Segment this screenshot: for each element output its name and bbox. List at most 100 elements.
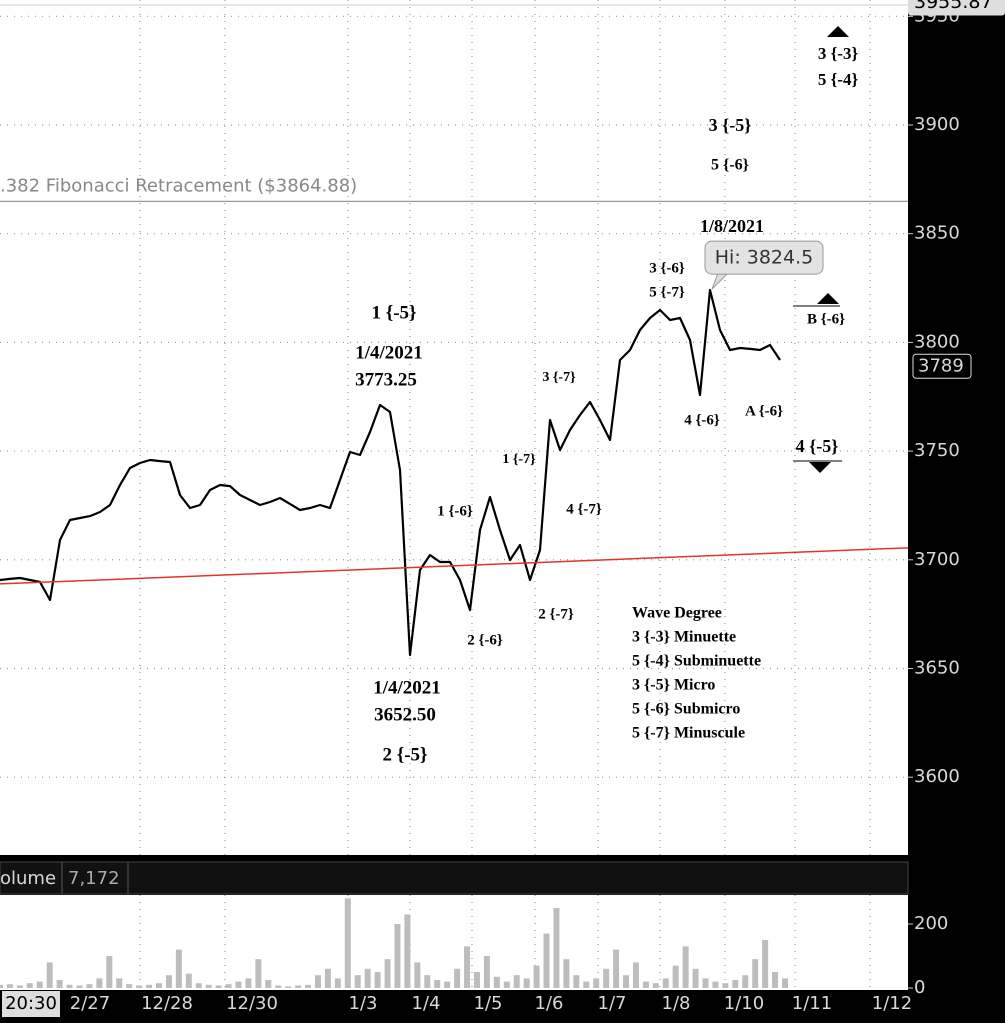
wave-label: 2 {-7} [538,606,574,622]
price-panel [0,0,908,855]
volume-bar [404,914,411,988]
x-tick-label: 1/11 [792,993,832,1014]
volume-bar [702,978,709,988]
wave-label: 3652.50 [374,704,436,725]
volume-bar [36,981,43,988]
wave-label: 3 {-3} [818,44,859,63]
volume-header [0,861,909,895]
high-callout [704,240,824,275]
volume-bar [483,956,490,988]
legend-title: Wave Degree [632,605,722,622]
volume-bar [563,959,570,988]
volume-bar [553,908,560,988]
x-tick-label: 1/10 [724,993,764,1014]
volume-bar [364,968,371,988]
volume-bar [205,984,212,988]
volume-bar [285,986,292,988]
x-tick-label: 12/30 [226,993,278,1014]
x-tick-label: 1/4 [412,993,441,1014]
volume-bar [662,978,669,988]
volume-bar [603,968,610,988]
volume-bar [66,984,73,988]
x-tick-label: 12/28 [141,993,193,1014]
x-tick-label: 1/8 [662,993,691,1014]
volume-bar [543,933,550,988]
y-tick-label: 3900 [914,114,960,135]
session-box [2,991,60,1017]
volume-bar [762,940,769,988]
volume-bar [215,985,222,988]
wave-label: 3 {-6} [649,260,685,276]
volume-bar [583,981,590,988]
volume-bar [354,975,361,988]
y-tick-label: 3750 [914,440,960,461]
wave-label: 4 {-7} [566,501,602,517]
volume-bar [175,949,182,988]
volume-title: olume [0,868,56,889]
trend-line [0,547,909,585]
volume-bar [146,984,153,988]
wave-label: 1/8/2021 [700,216,764,236]
volume-bar [0,984,3,988]
wave-label: 1 {-5} [371,302,416,323]
volume-bar [742,975,749,988]
volume-bar [185,973,192,988]
y-tick-label: 3850 [914,223,960,244]
volume-bar [613,949,620,988]
x-tick-label: 1/5 [474,993,503,1014]
legend-item: 5 {-6} Submicro [632,701,740,718]
volume-bar [782,978,788,988]
wave-label: B {-6} [807,311,845,327]
volume-bar [394,924,401,988]
wave-label: 5 {-4} [818,70,859,89]
volume-bar [454,968,461,988]
volume-bar [642,981,649,988]
wave-label: 1 {-7} [502,452,536,467]
volume-bar [46,962,53,988]
arrow-up [827,26,849,37]
wave-label: 5 {-6} [711,157,749,174]
volume-bar [473,972,480,988]
volume-bar [265,980,272,988]
volume-bar [732,980,739,988]
volume-bar [513,975,520,988]
volume-bar [165,975,172,988]
volume-bar [225,984,232,988]
grid [0,0,908,990]
volume-bar [533,965,540,988]
wave-label: 3 {-7} [542,370,576,385]
arrow-up [817,293,839,304]
volume-bar [434,980,441,988]
volume-bar [305,984,312,988]
volume-bar [692,968,699,988]
volume-bar [523,978,530,988]
wave-label: 4 {-5} [796,436,839,456]
volume-bar [652,983,659,988]
x-tick-label: 1/3 [349,993,378,1014]
volume-bar [26,983,33,988]
wave-label: 1/4/2021 [373,677,441,698]
volume-bar [324,968,331,988]
volume-bar [374,972,381,988]
volume-bar [414,962,421,988]
volume-bar [76,985,83,988]
volume-tick-label: 0 [914,977,925,998]
volume-value: 7,172 [68,868,120,889]
volume-bar [96,978,103,988]
last-price-label: 3789 [918,355,964,376]
volume-bar [275,985,282,988]
volume-bar [245,978,252,988]
volume-bar [136,985,143,988]
volume-bar [235,981,242,988]
volume-bar [86,984,93,988]
volume-bar [16,985,23,988]
volume-bar [632,962,639,988]
y-tick-label: 3800 [914,331,960,352]
volume-bar [464,946,471,988]
wave-label: 4 {-6} [684,412,720,428]
volume-bar [682,946,689,988]
volume-bar [424,975,431,988]
high-label: Hi: 3824.5 [715,247,814,269]
volume-bar [155,983,162,988]
wave-label: 3773.25 [355,369,417,390]
